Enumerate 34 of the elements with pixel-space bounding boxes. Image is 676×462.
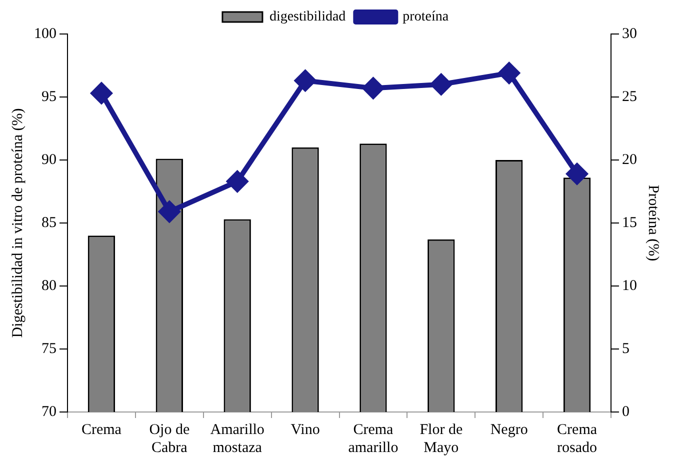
y2-tick-label: 20 [622,152,637,168]
point [498,62,520,84]
y-tick-label: 95 [42,88,56,105]
x-tick-label: Crema rosado [557,422,598,456]
y-tick-label: 90 [42,152,56,168]
point [226,170,248,192]
y2-tick-label: 5 [622,340,630,357]
x-tick-label: Flor de Mayo [420,422,463,456]
y-axis-title: Digestibilidad in vitro de proteína (%) [10,108,26,338]
y-tick-label: 75 [42,340,56,357]
y-tick-label: 80 [42,278,56,294]
x-tick-label: Crema amarillo [348,422,398,456]
y2-tick-label: 30 [622,26,637,42]
legend-label: proteína [402,10,450,25]
y2-tick-label: 0 [622,404,630,420]
point [90,82,112,104]
x-tick-label: Negro [490,422,528,438]
y2-tick-label: 15 [622,214,637,231]
x-tick-label: Crema [81,422,122,438]
x-tick-label: Ojo de Cabra [149,422,190,456]
point [158,201,180,222]
y-tick-label: 85 [42,214,56,231]
y-tick-label: 70 [42,404,56,420]
legend-label: digestibilidad [269,10,346,25]
point [566,163,588,184]
x-tick-label: Amarillo mostaza [210,422,264,456]
point [362,78,384,99]
y-tick-label: 100 [34,26,56,42]
point [294,70,316,92]
y2-tick-label: 10 [622,278,637,294]
y2-tick-label: 25 [622,88,637,105]
x-tick-label: Vino [290,422,320,438]
y2-axis-title: Proteína (%) [645,184,662,262]
point [430,74,452,95]
